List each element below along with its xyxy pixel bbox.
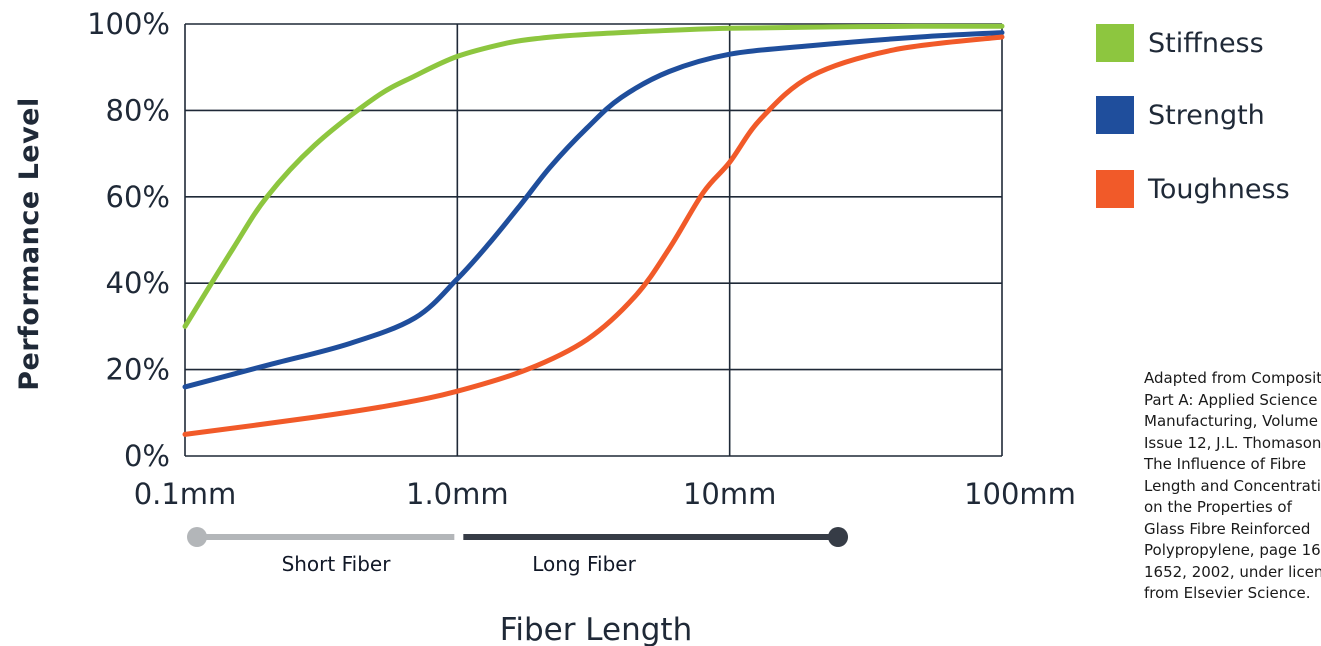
legend-swatch [1096, 170, 1134, 208]
x-tick-label: 100mm [964, 477, 1076, 511]
series-lines [182, 23, 1005, 437]
short-fiber-label: Short Fiber [282, 552, 392, 576]
y-axis-ticks: 0% 20% 40% 60% 80% 100% [87, 7, 170, 473]
source-note-line: Manufacturing, Volume 33, [1144, 412, 1321, 430]
legend-swatch [1096, 24, 1134, 62]
series-line-toughness [182, 34, 1005, 437]
grid [184, 23, 1003, 457]
legend-label: Strength [1148, 99, 1265, 131]
short-fiber-start-dot [187, 527, 207, 547]
series-line-strength [182, 30, 1005, 390]
x-axis-ticks: 0.1mm 1.0mm 10mm 100mm [134, 477, 1076, 511]
y-tick-label: 60% [106, 180, 170, 214]
source-note-line: on the Properties of [1144, 498, 1292, 516]
source-note: Adapted from Composites Part A: Applied S… [1144, 368, 1321, 605]
legend-swatch [1096, 96, 1134, 134]
x-tick-label: 0.1mm [134, 477, 237, 511]
source-note-line: Part A: Applied Science and [1144, 390, 1321, 409]
source-note-line: The Influence of Fibre [1144, 455, 1307, 473]
y-tick-label: 0% [124, 439, 170, 473]
source-note-line: Length and Concentration [1144, 476, 1321, 495]
source-note-line: Issue 12, J.L. Thomason, [1144, 433, 1321, 452]
legend-label: Stiffness [1148, 27, 1264, 59]
y-tick-label: 20% [106, 353, 170, 387]
y-tick-label: 80% [106, 93, 170, 127]
y-tick-label: 100% [87, 7, 170, 41]
source-note-line: Adapted from Composites [1144, 369, 1321, 387]
source-note-line: 1652, 2002, under license [1144, 562, 1321, 581]
legend-item-strength: Strength [1096, 96, 1265, 134]
series-line-stiffness [182, 23, 1005, 329]
fiber-class-bar: Short Fiber Long Fiber [187, 527, 849, 576]
legend-label: Toughness [1148, 173, 1290, 205]
y-axis-label: Performance Level [14, 97, 45, 391]
source-note-line: Polypropylene, page 1641- [1144, 541, 1321, 559]
x-axis-label: Fiber Length [500, 612, 692, 646]
x-tick-label: 10mm [683, 477, 776, 511]
legend-item-toughness: Toughness [1096, 170, 1290, 208]
legend-item-stiffness: Stiffness [1096, 24, 1264, 62]
x-tick-label: 1.0mm [406, 477, 509, 511]
y-tick-label: 40% [106, 266, 170, 300]
source-note-line: from Elsevier Science. [1144, 584, 1311, 602]
long-fiber-label: Long Fiber [532, 552, 636, 576]
source-note-line: Glass Fibre Reinforced [1144, 519, 1311, 538]
long-fiber-end-dot [828, 527, 849, 547]
